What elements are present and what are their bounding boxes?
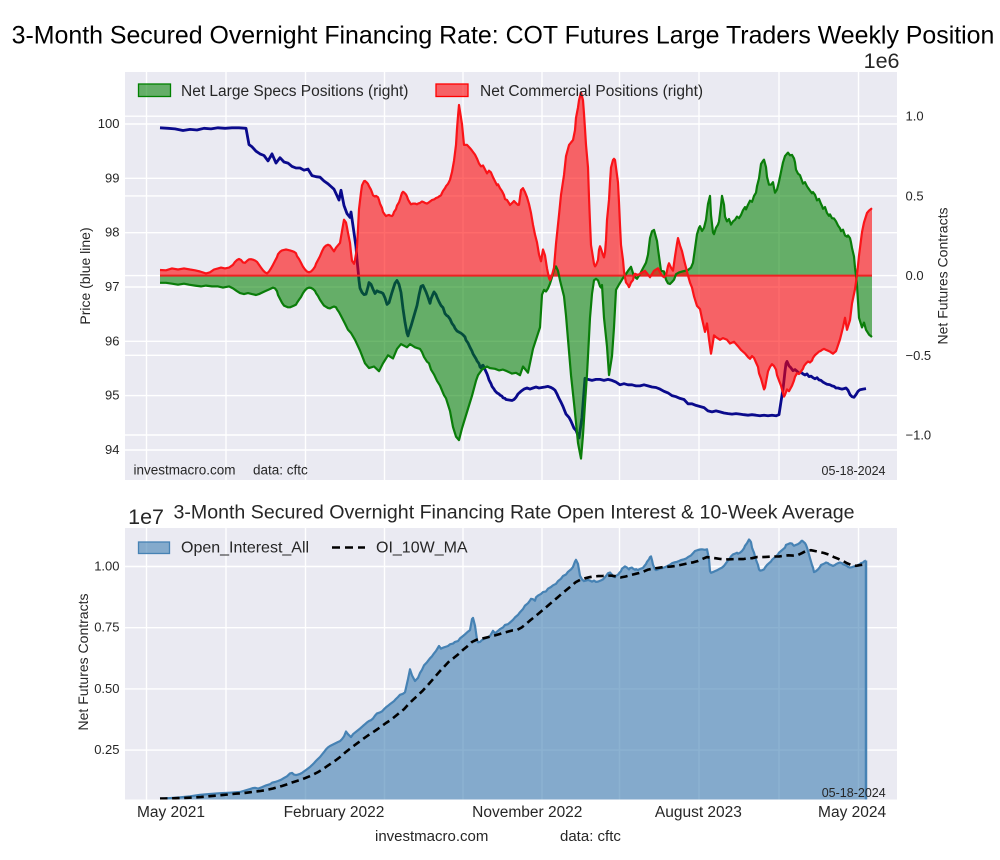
svg-text:95: 95 [105, 388, 119, 403]
svg-text:1.00: 1.00 [94, 558, 119, 573]
svg-text:05-18-2024: 05-18-2024 [822, 464, 886, 478]
svg-text:August 2023: August 2023 [655, 804, 742, 821]
svg-text:0.5: 0.5 [906, 188, 924, 203]
svg-text:05-18-2024: 05-18-2024 [822, 786, 886, 800]
svg-text:0.75: 0.75 [94, 620, 119, 635]
svg-text:1.0: 1.0 [906, 109, 924, 124]
svg-text:−1.0: −1.0 [906, 428, 932, 443]
svg-text:0.50: 0.50 [94, 681, 119, 696]
svg-text:February 2022: February 2022 [284, 804, 385, 821]
svg-text:−0.5: −0.5 [906, 348, 932, 363]
svg-text:Open_Interest_All: Open_Interest_All [181, 540, 309, 557]
svg-text:99: 99 [105, 170, 119, 185]
svg-text:investmacro.com: investmacro.com [375, 828, 488, 845]
svg-text:1e6: 1e6 [864, 49, 900, 73]
svg-text:May 2024: May 2024 [818, 804, 886, 821]
svg-text:96: 96 [105, 333, 119, 348]
svg-text:OI_10W_MA: OI_10W_MA [376, 540, 468, 557]
svg-text:3-Month Secured Overnight Fina: 3-Month Secured Overnight Financing Rate… [12, 22, 995, 50]
svg-text:100: 100 [98, 116, 120, 131]
svg-text:3-Month Secured Overnight Fina: 3-Month Secured Overnight Financing Rate… [173, 502, 854, 524]
svg-text:Net Commercial Positions (righ: Net Commercial Positions (right) [480, 83, 703, 100]
svg-text:98: 98 [105, 225, 119, 240]
svg-text:May 2021: May 2021 [137, 804, 205, 821]
svg-text:investmacro.com: investmacro.com [134, 463, 236, 478]
svg-text:0.25: 0.25 [94, 742, 119, 757]
svg-text:Net Futures Contracts: Net Futures Contracts [75, 594, 91, 731]
svg-text:97: 97 [105, 279, 119, 294]
svg-text:0.0: 0.0 [906, 268, 924, 283]
svg-text:Net Large Specs Positions (rig: Net Large Specs Positions (right) [181, 83, 408, 100]
svg-text:Price (blue line): Price (blue line) [77, 227, 93, 324]
svg-text:November 2022: November 2022 [472, 804, 582, 821]
svg-text:data: cftc: data: cftc [253, 463, 308, 478]
svg-text:Net Futures Contracts: Net Futures Contracts [935, 208, 951, 345]
svg-text:1e7: 1e7 [128, 505, 164, 529]
svg-text:94: 94 [105, 442, 119, 457]
svg-text:data: cftc: data: cftc [560, 828, 621, 845]
